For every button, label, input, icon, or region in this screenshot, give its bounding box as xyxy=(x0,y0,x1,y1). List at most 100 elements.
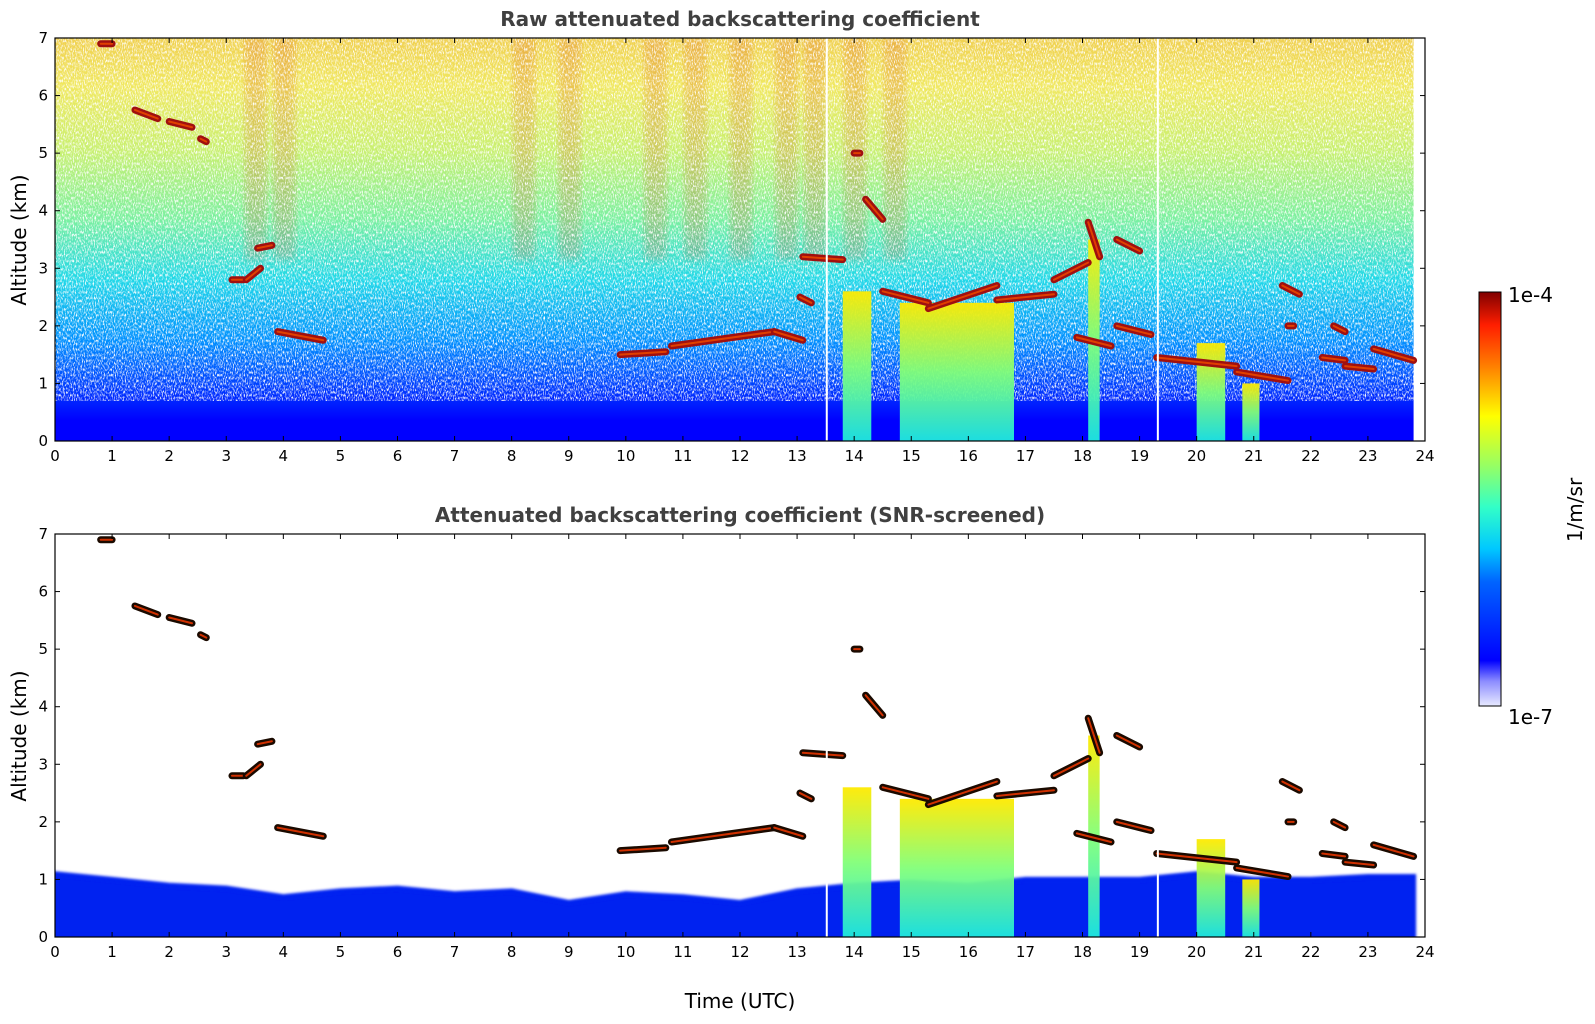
x-tick-label: 22 xyxy=(1301,943,1320,961)
y-tick-label: 7 xyxy=(38,29,48,47)
boundary-layer-edge xyxy=(55,871,1417,937)
x-tick-label: 8 xyxy=(507,943,517,961)
cloud-layer-core xyxy=(619,350,667,356)
x-tick-label: 15 xyxy=(902,447,921,465)
panel-title-raw: Raw attenuated backscattering coefficien… xyxy=(500,7,980,31)
panel-raw: 0 1 2 3 4 5 6 7 8 9 10 11 12 13 14 15 16 17 18 19 20 21 22 23 24… xyxy=(38,29,1434,465)
cloud-layer-core xyxy=(670,330,776,348)
cloud-layer-core xyxy=(1052,757,1090,777)
heatmap-field xyxy=(55,534,1418,937)
x-tick-label: 15 xyxy=(902,943,921,961)
x-tick-label: 20 xyxy=(1187,943,1206,961)
x-tick-label: 16 xyxy=(959,447,978,465)
precipitation-column xyxy=(1242,383,1260,441)
precipitation-column xyxy=(1196,343,1226,441)
y-tick-label: 2 xyxy=(38,813,48,831)
x-tick-label: 2 xyxy=(164,943,174,961)
x-tick-label: 1 xyxy=(107,447,117,465)
x-tick-label: 17 xyxy=(1016,943,1035,961)
y-tick-label: 4 xyxy=(38,202,48,220)
y-tick-label: 0 xyxy=(38,432,48,450)
cloud-layer-core xyxy=(864,198,884,221)
precipitation-column xyxy=(899,302,1014,441)
x-tick-label: 8 xyxy=(507,447,517,465)
cloud-layer-core xyxy=(1281,780,1301,792)
y-tick-label: 3 xyxy=(38,755,48,773)
colorbar-bottom-label: 1e-7 xyxy=(1508,705,1553,729)
cloud-layer-core xyxy=(995,293,1055,301)
cloud-layer-core xyxy=(1075,336,1113,348)
x-tick-label: 7 xyxy=(450,943,460,961)
cloud-layer-core xyxy=(1115,734,1141,749)
cloud-layer-core xyxy=(1321,852,1347,858)
x-tick-label: 21 xyxy=(1244,447,1263,465)
colorbar xyxy=(1478,291,1502,707)
cloud-layer-core xyxy=(995,789,1055,797)
cloud-layer-core xyxy=(256,244,273,250)
x-tick-label: 10 xyxy=(616,447,635,465)
cloud-layer-core xyxy=(927,780,998,806)
cloud-layer-core xyxy=(276,330,325,342)
cloud-layer-core xyxy=(1344,861,1375,867)
cloud-layer-core xyxy=(245,763,262,777)
cloud-layer-core xyxy=(245,267,262,281)
x-tick-label: 1 xyxy=(107,943,117,961)
y-axis-label-snr: Altitude (km) xyxy=(7,670,31,801)
cloud-layer-core xyxy=(1075,832,1113,844)
cloud-layer-core xyxy=(798,792,813,800)
x-tick-label: 12 xyxy=(730,943,749,961)
x-tick-label: 0 xyxy=(50,943,60,961)
cloud-layer-core xyxy=(801,751,844,757)
x-tick-label: 14 xyxy=(845,447,864,465)
cloud-layer-core xyxy=(801,255,844,261)
x-tick-label: 2 xyxy=(164,447,174,465)
cloud-layer-core xyxy=(670,826,776,844)
cloud-layer-core xyxy=(798,296,813,304)
x-tick-label: 0 xyxy=(50,447,60,465)
precipitation-column xyxy=(899,798,1014,937)
y-axis-label-raw: Altitude (km) xyxy=(7,174,31,305)
y-tick-label: 1 xyxy=(38,870,48,888)
x-tick-label: 21 xyxy=(1244,943,1263,961)
x-tick-label: 9 xyxy=(564,447,574,465)
x-tick-label: 13 xyxy=(788,943,807,961)
panel-snr-screened: 0 1 2 3 4 5 6 7 8 9 10 11 12 13 14 15 16 17 18 19 20 21 22 23 24… xyxy=(38,525,1434,961)
cloud-layer-core xyxy=(168,616,193,625)
y-tick-label: 3 xyxy=(38,259,48,277)
precipitation-column xyxy=(1242,879,1260,937)
cloud-layer-core xyxy=(881,290,930,304)
x-tick-label: 12 xyxy=(730,447,749,465)
cloud-layer-core xyxy=(133,108,159,120)
cloud-layer-core xyxy=(1321,356,1347,362)
precipitation-column xyxy=(842,787,872,937)
x-tick-label: 11 xyxy=(673,943,692,961)
y-tick-label: 7 xyxy=(38,525,48,543)
cloud-layer-core xyxy=(1281,284,1301,296)
x-tick-label: 18 xyxy=(1073,447,1092,465)
cloud-layer-core xyxy=(1052,261,1090,281)
x-tick-label: 6 xyxy=(393,943,403,961)
cloud-layer-core xyxy=(1087,221,1101,258)
y-tick-label: 6 xyxy=(38,583,48,601)
x-tick-label: 3 xyxy=(221,943,231,961)
cloud-layer-core xyxy=(276,826,325,838)
x-tick-label: 17 xyxy=(1016,447,1035,465)
x-tick-label: 10 xyxy=(616,943,635,961)
colorbar-unit-label: 1/m/sr xyxy=(1563,477,1587,542)
colorbar-top-label: 1e-4 xyxy=(1508,283,1553,307)
cloud-layer-core xyxy=(133,604,159,616)
x-tick-label: 3 xyxy=(221,447,231,465)
cloud-layer-core xyxy=(1087,717,1101,754)
x-tick-label: 14 xyxy=(845,943,864,961)
y-tick-label: 5 xyxy=(38,144,48,162)
cloud-layer-core xyxy=(1372,347,1415,362)
x-tick-label: 22 xyxy=(1301,447,1320,465)
x-tick-label: 4 xyxy=(279,447,289,465)
cloud-layer-core xyxy=(1372,843,1415,858)
cloud-layer-core xyxy=(1155,356,1238,368)
cloud-layer-core xyxy=(1235,370,1289,382)
x-tick-label: 19 xyxy=(1130,447,1149,465)
cloud-layer-core xyxy=(1344,365,1375,371)
